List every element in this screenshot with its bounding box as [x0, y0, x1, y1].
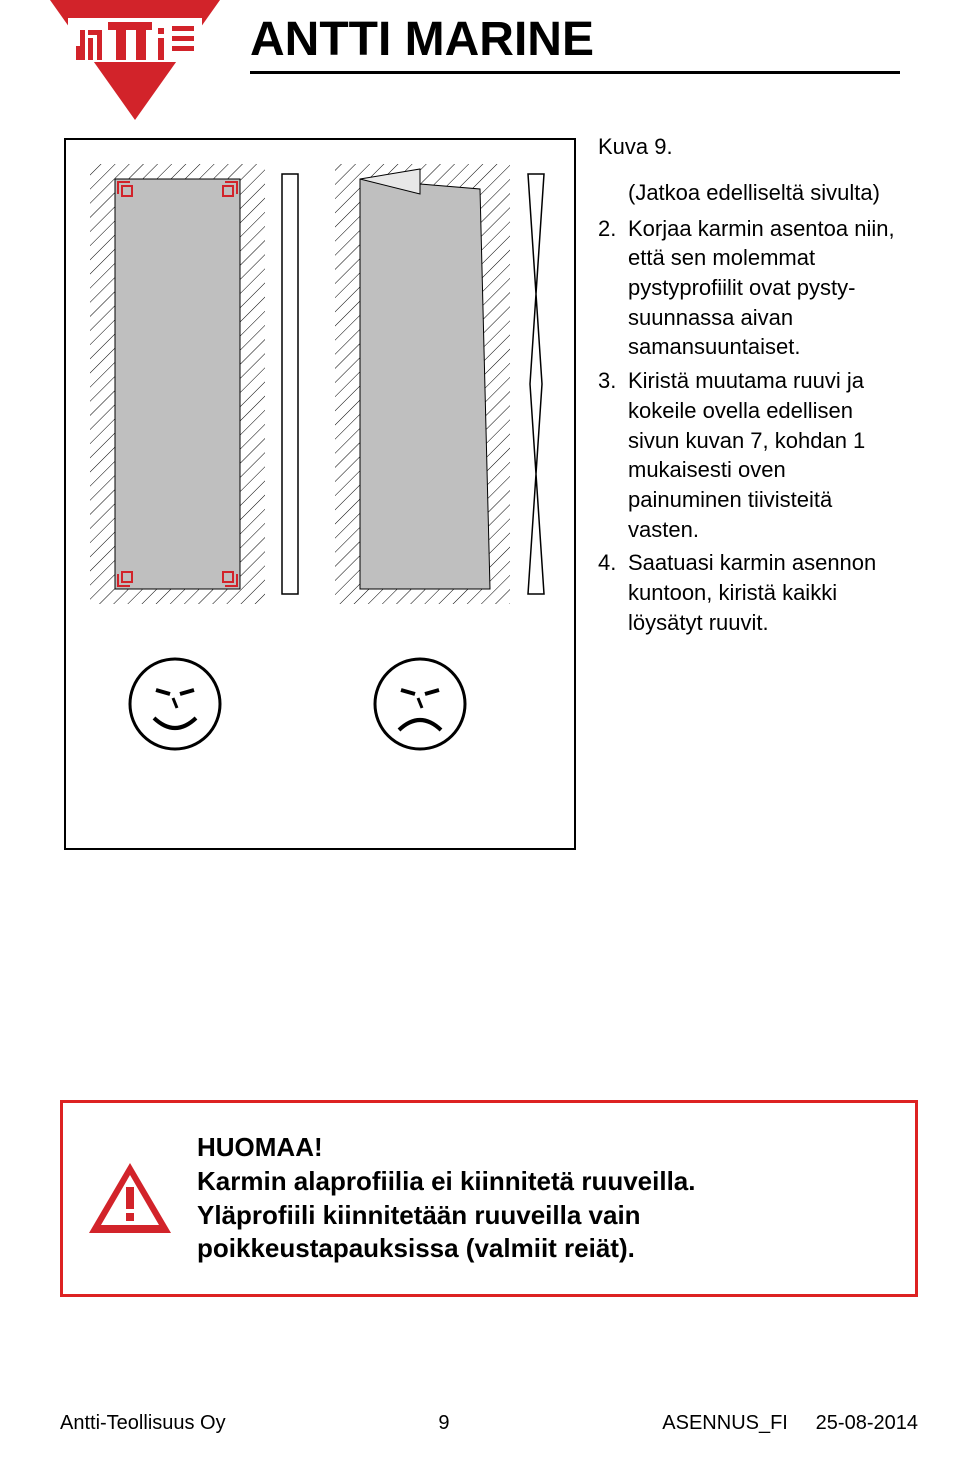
page-footer: Antti-Teollisuus Oy 9 ASENNUS_FI 25-08-2… — [60, 1412, 918, 1435]
main-content: Kuva 9. (Jatkoa edelliseltä sivulta) 2. … — [0, 74, 960, 859]
step-number: 3. — [598, 366, 628, 544]
brand-logo — [50, 0, 220, 135]
figure-continued: (Jatkoa edelliseltä sivulta) — [628, 178, 900, 208]
step-item: 3. Kiristä muutama ruuvi ja kokeile ovel… — [598, 366, 900, 544]
figure-caption: Kuva 9. — [598, 134, 900, 160]
step-number: 2. — [598, 214, 628, 362]
footer-right: ASENNUS_FI 25-08-2014 — [662, 1412, 918, 1435]
notice-line1: Karmin alaprofiilia ei kiinnitetä ruuvei… — [197, 1165, 891, 1199]
step-item: 2. Korjaa karmin asentoa niin, että sen … — [598, 214, 900, 362]
page-header: ANTTI MARINE — [0, 0, 960, 74]
step-text: Kiristä muutama ruuvi ja kokeile ovella … — [628, 366, 900, 544]
notice-line2: Yläprofiili kiinnitetään ruuveilla vain … — [197, 1199, 891, 1267]
notice-title: HUOMAA! — [197, 1131, 891, 1165]
header-rule — [250, 71, 900, 74]
figure-illustration — [60, 134, 580, 859]
notice-text: HUOMAA! Karmin alaprofiilia ei kiinnitet… — [197, 1131, 891, 1266]
step-number: 4. — [598, 548, 628, 637]
warning-icon — [87, 1161, 173, 1242]
step-list: 2. Korjaa karmin asentoa niin, että sen … — [598, 214, 900, 638]
notice-box: HUOMAA! Karmin alaprofiilia ei kiinnitet… — [60, 1100, 918, 1297]
brand-title: ANTTI MARINE — [250, 12, 900, 67]
footer-company: Antti-Teollisuus Oy — [60, 1412, 226, 1435]
step-text: Saatuasi karmin asennon kuntoon, kiristä… — [628, 548, 900, 637]
footer-page-number: 9 — [438, 1412, 449, 1435]
step-text: Korjaa karmin asentoa niin, että sen mol… — [628, 214, 900, 362]
figure-text: Kuva 9. (Jatkoa edelliseltä sivulta) 2. … — [598, 134, 900, 859]
step-item: 4. Saatuasi karmin asennon kuntoon, kiri… — [598, 548, 900, 637]
